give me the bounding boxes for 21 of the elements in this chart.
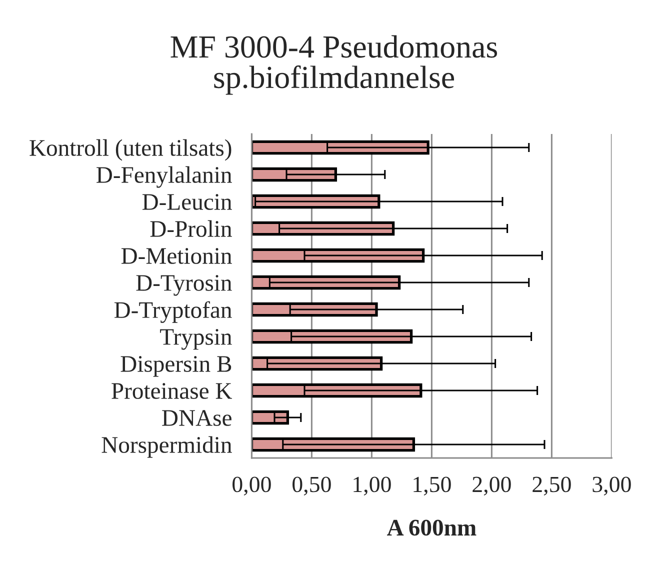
x-axis-title: A 600nm xyxy=(387,520,476,536)
y-tick-label: D-Tyrosin xyxy=(136,275,232,296)
x-tick-label: 0,00 xyxy=(232,476,271,496)
y-tick-label: D-Prolin xyxy=(150,220,232,237)
y-tick-label: D-Tryptofan xyxy=(114,301,232,323)
x-tick-label: 2,00 xyxy=(472,476,511,496)
y-tick-label: D-Leucin xyxy=(142,194,232,210)
y-tick-label: Kontroll (uten tilsats) xyxy=(30,139,232,161)
x-tick-label: 1,00 xyxy=(354,476,391,496)
y-tick-label: Trypsin xyxy=(160,329,232,350)
y-tick-label: Dispersin B xyxy=(120,356,232,377)
x-tick-label: 0,50 xyxy=(292,476,331,496)
y-tick-label: D-Fenylalanin xyxy=(96,166,232,188)
chart-title: MF 3000-4 Pseudomonas sp.biofilmdannelse xyxy=(170,35,498,95)
x-tick-label: 3,00 xyxy=(592,476,631,496)
y-tick-label: Norspermidin xyxy=(102,436,232,458)
x-tick-label: 1,50 xyxy=(414,476,451,496)
x-tick-label: 2,50 xyxy=(532,476,571,496)
y-tick-label: Proteinase K xyxy=(112,383,232,399)
y-tick-label: D-Metionin xyxy=(121,248,232,264)
y-tick-label: DNAse xyxy=(162,410,232,426)
